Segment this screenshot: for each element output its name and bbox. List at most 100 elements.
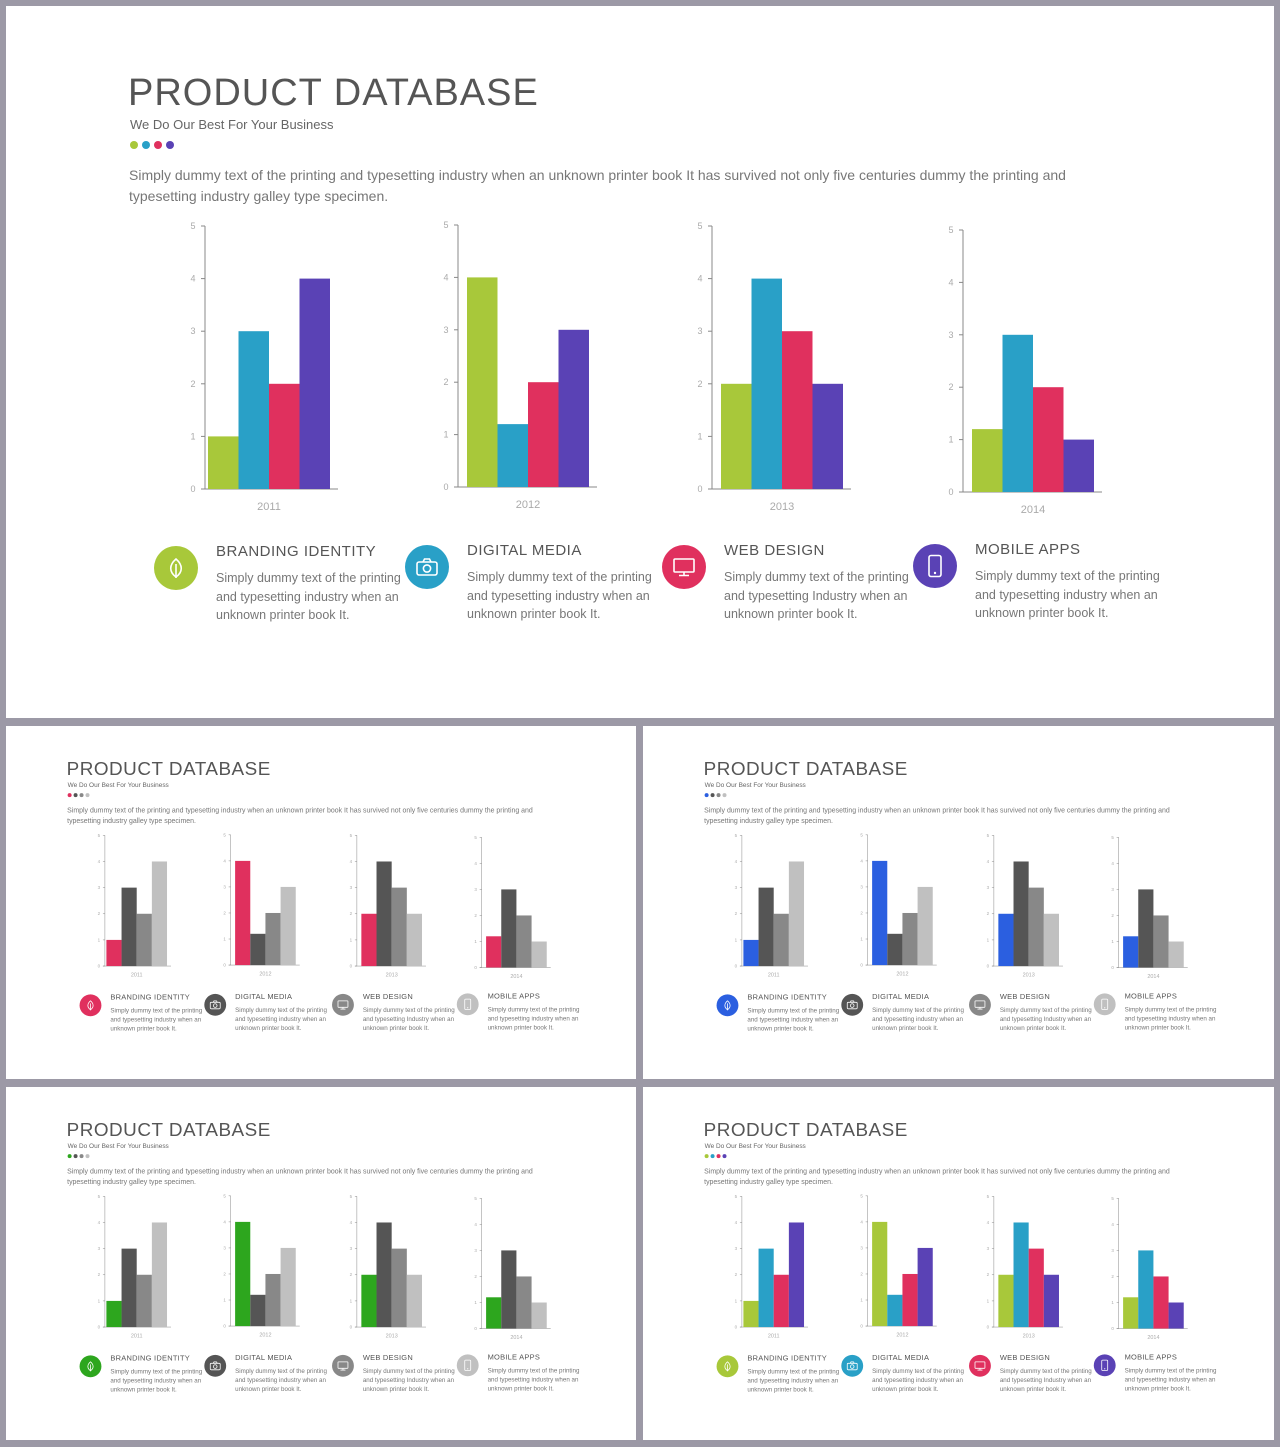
feature-text: Simply dummy text of the printing and ty… — [235, 1006, 327, 1032]
x-category-label: 2012 — [259, 971, 271, 977]
feature-text: Simply dummy text of the printing and ty… — [216, 571, 401, 622]
bar-2014-3 — [1153, 1276, 1169, 1329]
phone-icon — [456, 1354, 479, 1377]
bar-2013-3 — [782, 331, 813, 489]
bar-2014-1 — [1123, 936, 1139, 968]
bar-chart-2013: 0 1 2 3 4 5 2013 — [987, 1194, 1063, 1339]
feature-list: BRANDING IDENTITY Simply dummy text of th… — [643, 726, 1273, 1079]
y-tick-label: 2 — [735, 1272, 738, 1277]
bar-chart-2013: 0 1 2 3 4 5 2013 — [350, 1194, 426, 1339]
bar-2012-3 — [528, 382, 559, 487]
y-tick-label: 4 — [987, 1220, 990, 1225]
feature-list: BRANDING IDENTITY Simply dummy text of th… — [6, 1087, 636, 1440]
bar-2013-2 — [1013, 861, 1029, 967]
y-tick-label: 0 — [223, 1324, 226, 1329]
bar-chart-2013: 0 1 2 3 4 5 2013 — [350, 833, 426, 978]
slide-content: PRODUCT DATABASE We Do Our Best For Your… — [6, 1087, 636, 1440]
camera-icon — [841, 1354, 864, 1377]
color-dots — [704, 793, 727, 798]
camera-icon — [204, 993, 227, 1016]
color-dot-2 — [710, 793, 715, 798]
y-tick-label: 4 — [860, 858, 863, 863]
page-subtitle: We Do Our Best For Your Business — [67, 1142, 169, 1150]
y-tick-label: 4 — [987, 859, 990, 864]
y-tick-label: 2 — [98, 911, 101, 916]
y-tick-label: 0 — [735, 964, 738, 969]
y-tick-label: 0 — [860, 963, 863, 968]
y-tick-label: 0 — [190, 484, 195, 494]
bar-2011-4 — [299, 278, 330, 489]
y-tick-label: 2 — [350, 1272, 353, 1277]
feature-title: DIGITAL MEDIA — [235, 1353, 293, 1362]
bar-2012-2 — [250, 1294, 266, 1327]
y-tick-label: 3 — [190, 326, 195, 336]
y-tick-label: 1 — [1111, 1300, 1114, 1305]
x-category-label: 2013 — [1023, 1333, 1035, 1339]
y-tick-label: 5 — [735, 1194, 738, 1199]
feature-title: DIGITAL MEDIA — [872, 992, 930, 1001]
y-tick-label: 5 — [860, 832, 863, 837]
feature-title: WEB DESIGN — [999, 1353, 1050, 1362]
bar-2013-4 — [406, 1274, 422, 1328]
feature-list: BRANDING IDENTITY Simply dummy text of th… — [643, 1087, 1273, 1440]
leaf-icon — [716, 994, 739, 1017]
feature-text: Simply dummy text of the printing and ty… — [975, 569, 1160, 620]
y-tick-label: 4 — [350, 859, 353, 864]
x-category-label: 2011 — [131, 972, 143, 978]
bar-2014-2 — [1138, 889, 1154, 968]
bar-chart-2014: 0 1 2 3 4 5 2014 — [1111, 1196, 1188, 1341]
y-tick-label: 5 — [735, 833, 738, 838]
feature-text: Simply dummy text of the printing and ty… — [747, 1006, 840, 1033]
y-tick-label: 1 — [223, 937, 226, 942]
y-tick-label: 1 — [987, 1298, 990, 1303]
slide-variant-green: PRODUCT DATABASE We Do Our Best For Your… — [6, 1087, 636, 1440]
bar-2011-4 — [788, 1222, 805, 1328]
y-tick-label: 2 — [98, 1272, 101, 1277]
bar-chart-2014: 0 1 2 3 4 5 2014 — [948, 225, 1102, 516]
bar-2011-2 — [758, 887, 774, 967]
bar-2014-3 — [1033, 387, 1064, 492]
bar-2014-4 — [531, 1302, 547, 1329]
y-tick-label: 2 — [474, 913, 477, 918]
bar-2011-1 — [106, 1300, 122, 1328]
y-tick-label: 0 — [987, 1325, 990, 1330]
feature-text: Simply dummy text of the printing and ty… — [110, 1006, 203, 1033]
phone-icon — [1093, 993, 1116, 1016]
feature-text: Simply dummy text of the printing and ty… — [1124, 1005, 1217, 1032]
slide-content: PRODUCT DATABASE We Do Our Best For Your… — [643, 1087, 1273, 1440]
y-tick-label: 1 — [860, 1298, 863, 1303]
color-dot-4 — [722, 793, 727, 798]
bar-chart-2011: 0 1 2 3 4 5 2011 — [98, 1194, 172, 1339]
phone-icon — [913, 544, 957, 588]
feature-title: BRANDING IDENTITY — [216, 543, 377, 560]
y-tick-label: 3 — [474, 1248, 477, 1253]
color-dot-1 — [67, 1154, 72, 1159]
feature-text: Simply dummy text of the printing and ty… — [872, 1367, 964, 1393]
y-tick-label: 2 — [987, 1272, 990, 1277]
feature-title: WEB DESIGN — [724, 542, 825, 559]
y-tick-label: 3 — [987, 1246, 990, 1251]
bar-2012-4 — [558, 329, 589, 487]
y-tick-label: 5 — [98, 833, 101, 838]
bar-chart-2012: 0 1 2 3 4 5 2012 — [223, 1193, 300, 1338]
page-description: Simply dummy text of the printing and ty… — [67, 1167, 533, 1186]
bar-2013-1 — [721, 383, 752, 489]
y-tick-label: 5 — [987, 1194, 990, 1199]
y-tick-label: 3 — [223, 1245, 226, 1250]
y-tick-label: 3 — [350, 1246, 353, 1251]
color-dot-1 — [704, 793, 709, 798]
feature-title: BRANDING IDENTITY — [110, 992, 190, 1002]
y-tick-label: 1 — [948, 435, 953, 445]
y-tick-label: 3 — [223, 884, 226, 889]
y-tick-label: 0 — [350, 1325, 353, 1330]
feature-text: Simply dummy text of the printing and ty… — [747, 1367, 840, 1394]
leaf-icon — [716, 1355, 739, 1378]
slide-content: PRODUCT DATABASE We Do Our Best For Your… — [643, 726, 1273, 1079]
feature-title: BRANDING IDENTITY — [110, 1353, 190, 1363]
page-subtitle: We Do Our Best For Your Business — [67, 781, 169, 789]
y-tick-label: 3 — [474, 887, 477, 892]
bar-2014-3 — [516, 1276, 532, 1329]
bar-chart-2011: 0 1 2 3 4 5 2011 — [190, 221, 338, 513]
